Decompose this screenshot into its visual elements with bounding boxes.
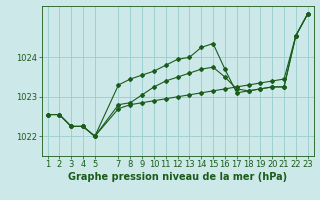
X-axis label: Graphe pression niveau de la mer (hPa): Graphe pression niveau de la mer (hPa) xyxy=(68,172,287,182)
